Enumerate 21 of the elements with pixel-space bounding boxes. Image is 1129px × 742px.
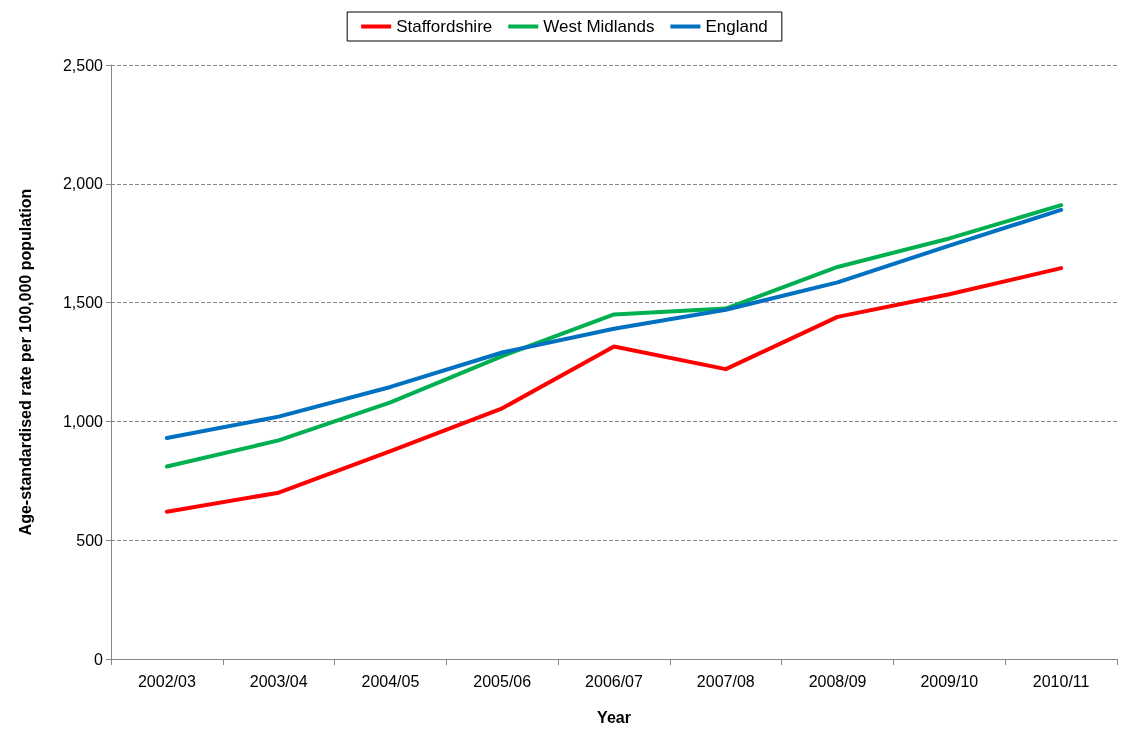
y-tick-label: 0	[94, 650, 104, 668]
y-tick-label: 1,000	[62, 412, 104, 430]
x-tick-label: 2009/10	[920, 672, 979, 690]
legend-label: Staffordshire	[396, 17, 493, 36]
y-tick-label: 2,000	[62, 175, 104, 193]
legend-label: West Midlands	[543, 17, 655, 36]
x-tick-label: 2002/03	[137, 672, 196, 690]
x-tick-label: 2008/09	[808, 672, 867, 690]
x-tick-label: 2003/04	[249, 672, 308, 690]
line-series	[164, 266, 1064, 514]
y-tick-label: 1,500	[62, 294, 104, 312]
y-axis-title: Age-standardised rate per 100,000 population	[16, 188, 34, 536]
y-tick-label: 2,500	[62, 56, 104, 74]
x-axis-title: Year	[597, 708, 631, 726]
legend-label: England	[705, 17, 768, 36]
x-tick-label: 2007/08	[696, 672, 755, 690]
x-tick-label: 2005/06	[473, 672, 532, 690]
x-tick-label: 2004/05	[361, 672, 420, 690]
x-tick-label: 2006/07	[585, 672, 644, 690]
x-tick-label: 2010/11	[1032, 672, 1090, 690]
y-tick-label: 500	[76, 531, 104, 549]
